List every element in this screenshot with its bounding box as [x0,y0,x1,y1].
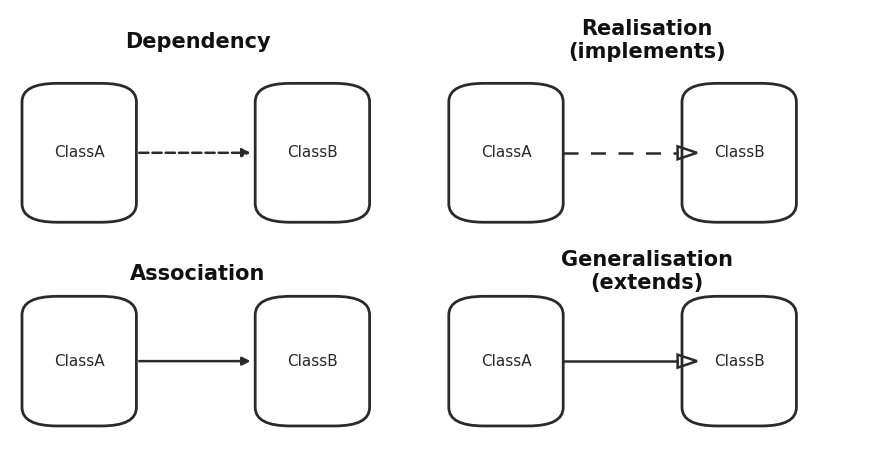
FancyBboxPatch shape [449,296,563,426]
Text: Generalisation
(extends): Generalisation (extends) [561,250,733,293]
Text: ClassB: ClassB [287,354,338,369]
FancyBboxPatch shape [22,83,136,222]
Text: ClassA: ClassA [54,354,105,369]
Text: ClassB: ClassB [714,145,765,160]
FancyBboxPatch shape [682,83,796,222]
FancyBboxPatch shape [255,83,370,222]
FancyBboxPatch shape [22,296,136,426]
Text: ClassA: ClassA [480,354,532,369]
Text: ClassA: ClassA [480,145,532,160]
Text: Association: Association [130,264,266,284]
Text: Realisation
(implements): Realisation (implements) [568,19,726,62]
FancyBboxPatch shape [255,296,370,426]
Text: ClassA: ClassA [54,145,105,160]
Text: ClassB: ClassB [287,145,338,160]
FancyBboxPatch shape [449,83,563,222]
FancyBboxPatch shape [682,296,796,426]
Text: Dependency: Dependency [125,32,271,52]
Text: ClassB: ClassB [714,354,765,369]
